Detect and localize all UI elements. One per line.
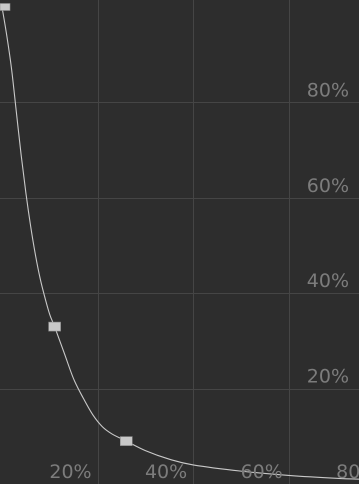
response-curve[interactable]	[1, 6, 359, 484]
control-points[interactable]	[0, 3, 133, 446]
x-tick-label: 60%	[241, 461, 283, 483]
control-point-handle-1[interactable]	[0, 3, 11, 11]
control-point-handle-3[interactable]	[120, 436, 133, 446]
x-tick-label: 20%	[49, 461, 91, 483]
x-tick-label: 80%	[336, 461, 359, 483]
control-point-handle-2[interactable]	[48, 321, 61, 332]
x-axis-labels: 20% 40% 60% 80%	[49, 461, 359, 483]
y-tick-label: 40%	[307, 270, 349, 292]
y-tick-label: 80%	[307, 79, 349, 101]
y-tick-label: 60%	[307, 175, 349, 197]
y-tick-label: 20%	[307, 366, 349, 388]
curve[interactable]	[1, 6, 359, 484]
x-tick-label: 40%	[145, 461, 187, 483]
y-axis-labels: 20% 40% 60% 80%	[307, 79, 349, 387]
